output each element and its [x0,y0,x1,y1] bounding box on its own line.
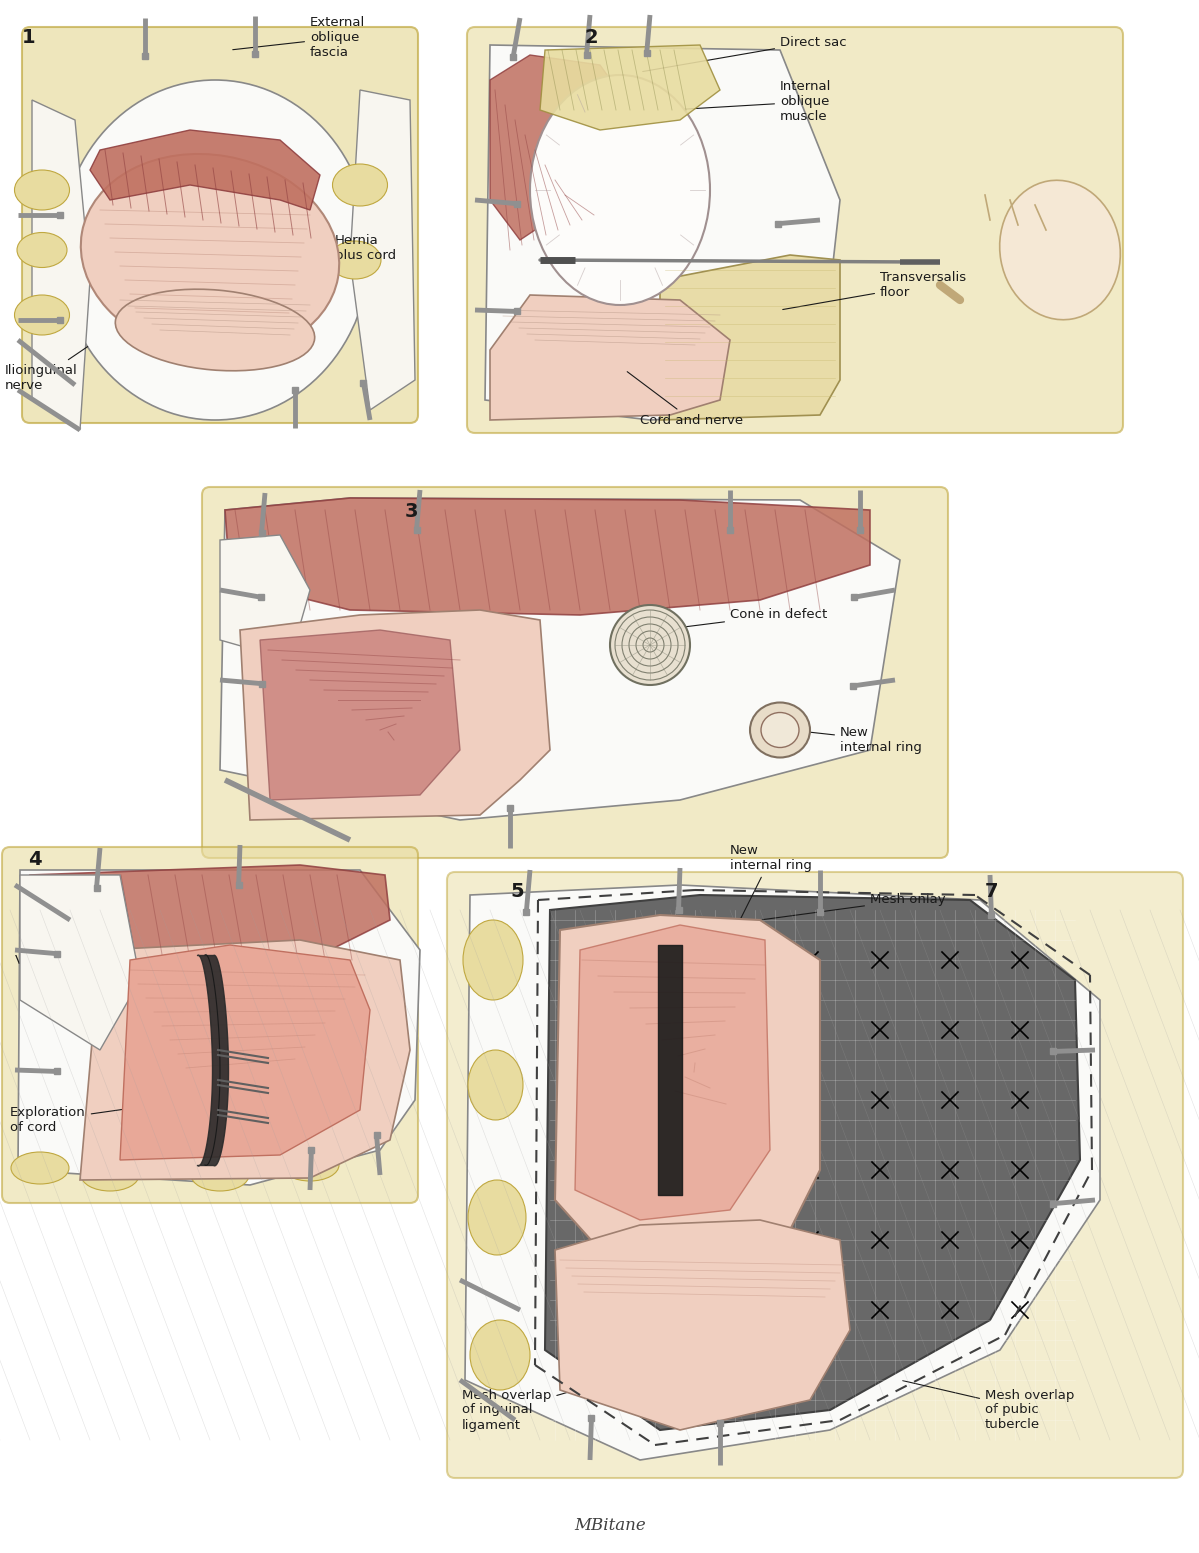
Text: 3: 3 [405,502,418,520]
Polygon shape [225,499,870,615]
Text: 1: 1 [22,28,36,47]
Text: 7: 7 [986,882,999,901]
Ellipse shape [80,154,339,356]
Ellipse shape [82,1159,139,1191]
Ellipse shape [17,233,67,267]
Ellipse shape [332,165,387,207]
Text: Exploration
of cord: Exploration of cord [10,1090,258,1134]
Text: Hernia
plus cord: Hernia plus cord [248,235,396,262]
Text: 2: 2 [585,28,598,47]
Ellipse shape [468,1050,523,1120]
Text: Direct sac: Direct sac [643,36,846,71]
Ellipse shape [468,1180,526,1255]
FancyBboxPatch shape [2,846,418,1204]
Text: Cone in defect: Cone in defect [663,609,827,629]
Text: Transversalis
floor: Transversalis floor [783,272,966,309]
Text: Ilioinguinal
nerve: Ilioinguinal nerve [5,346,88,391]
Ellipse shape [115,289,314,371]
Ellipse shape [11,1152,70,1183]
Text: New
internal ring: New internal ring [722,843,812,958]
Text: 4: 4 [28,849,42,870]
Polygon shape [465,885,1099,1460]
Text: External
oblique
fascia: External oblique fascia [233,17,366,59]
Polygon shape [80,940,410,1180]
Polygon shape [350,90,415,410]
Text: Mesh overlap
of inguinal
ligament: Mesh overlap of inguinal ligament [462,1381,608,1432]
Ellipse shape [1000,180,1120,320]
Ellipse shape [329,241,381,280]
Text: Cord and nerve: Cord and nerve [627,371,743,427]
Polygon shape [219,534,311,660]
Ellipse shape [463,919,523,1000]
Polygon shape [490,295,730,419]
FancyBboxPatch shape [201,488,948,857]
FancyBboxPatch shape [22,26,418,422]
Text: MBitane: MBitane [574,1516,646,1533]
Ellipse shape [14,169,70,210]
Ellipse shape [191,1159,249,1191]
Text: Mesh onlay: Mesh onlay [763,893,946,919]
Text: Mesh overlap
of pubic
tubercle: Mesh overlap of pubic tubercle [903,1381,1074,1432]
Polygon shape [260,631,460,800]
Ellipse shape [761,713,799,747]
Text: New
internal ring: New internal ring [793,725,922,755]
Polygon shape [555,915,820,1270]
Polygon shape [546,895,1080,1430]
Text: Internal
oblique
muscle: Internal oblique muscle [673,81,831,124]
Ellipse shape [751,702,811,758]
Polygon shape [18,870,420,1185]
Text: 5: 5 [510,882,524,901]
Polygon shape [240,610,550,820]
Polygon shape [30,865,390,971]
Ellipse shape [470,1320,530,1390]
Ellipse shape [14,295,70,335]
Polygon shape [540,45,721,130]
Ellipse shape [60,81,370,419]
Polygon shape [32,99,90,430]
Text: Vas: Vas [16,954,182,980]
Polygon shape [20,874,140,1050]
Polygon shape [219,499,900,820]
Polygon shape [486,45,840,419]
Polygon shape [555,1221,850,1430]
Polygon shape [490,54,625,241]
Polygon shape [90,130,320,210]
FancyBboxPatch shape [466,26,1123,433]
FancyBboxPatch shape [447,871,1183,1478]
Polygon shape [120,944,370,1160]
Polygon shape [576,926,770,1221]
Ellipse shape [530,75,710,304]
Ellipse shape [281,1149,339,1180]
Polygon shape [659,255,840,419]
Ellipse shape [610,606,689,685]
